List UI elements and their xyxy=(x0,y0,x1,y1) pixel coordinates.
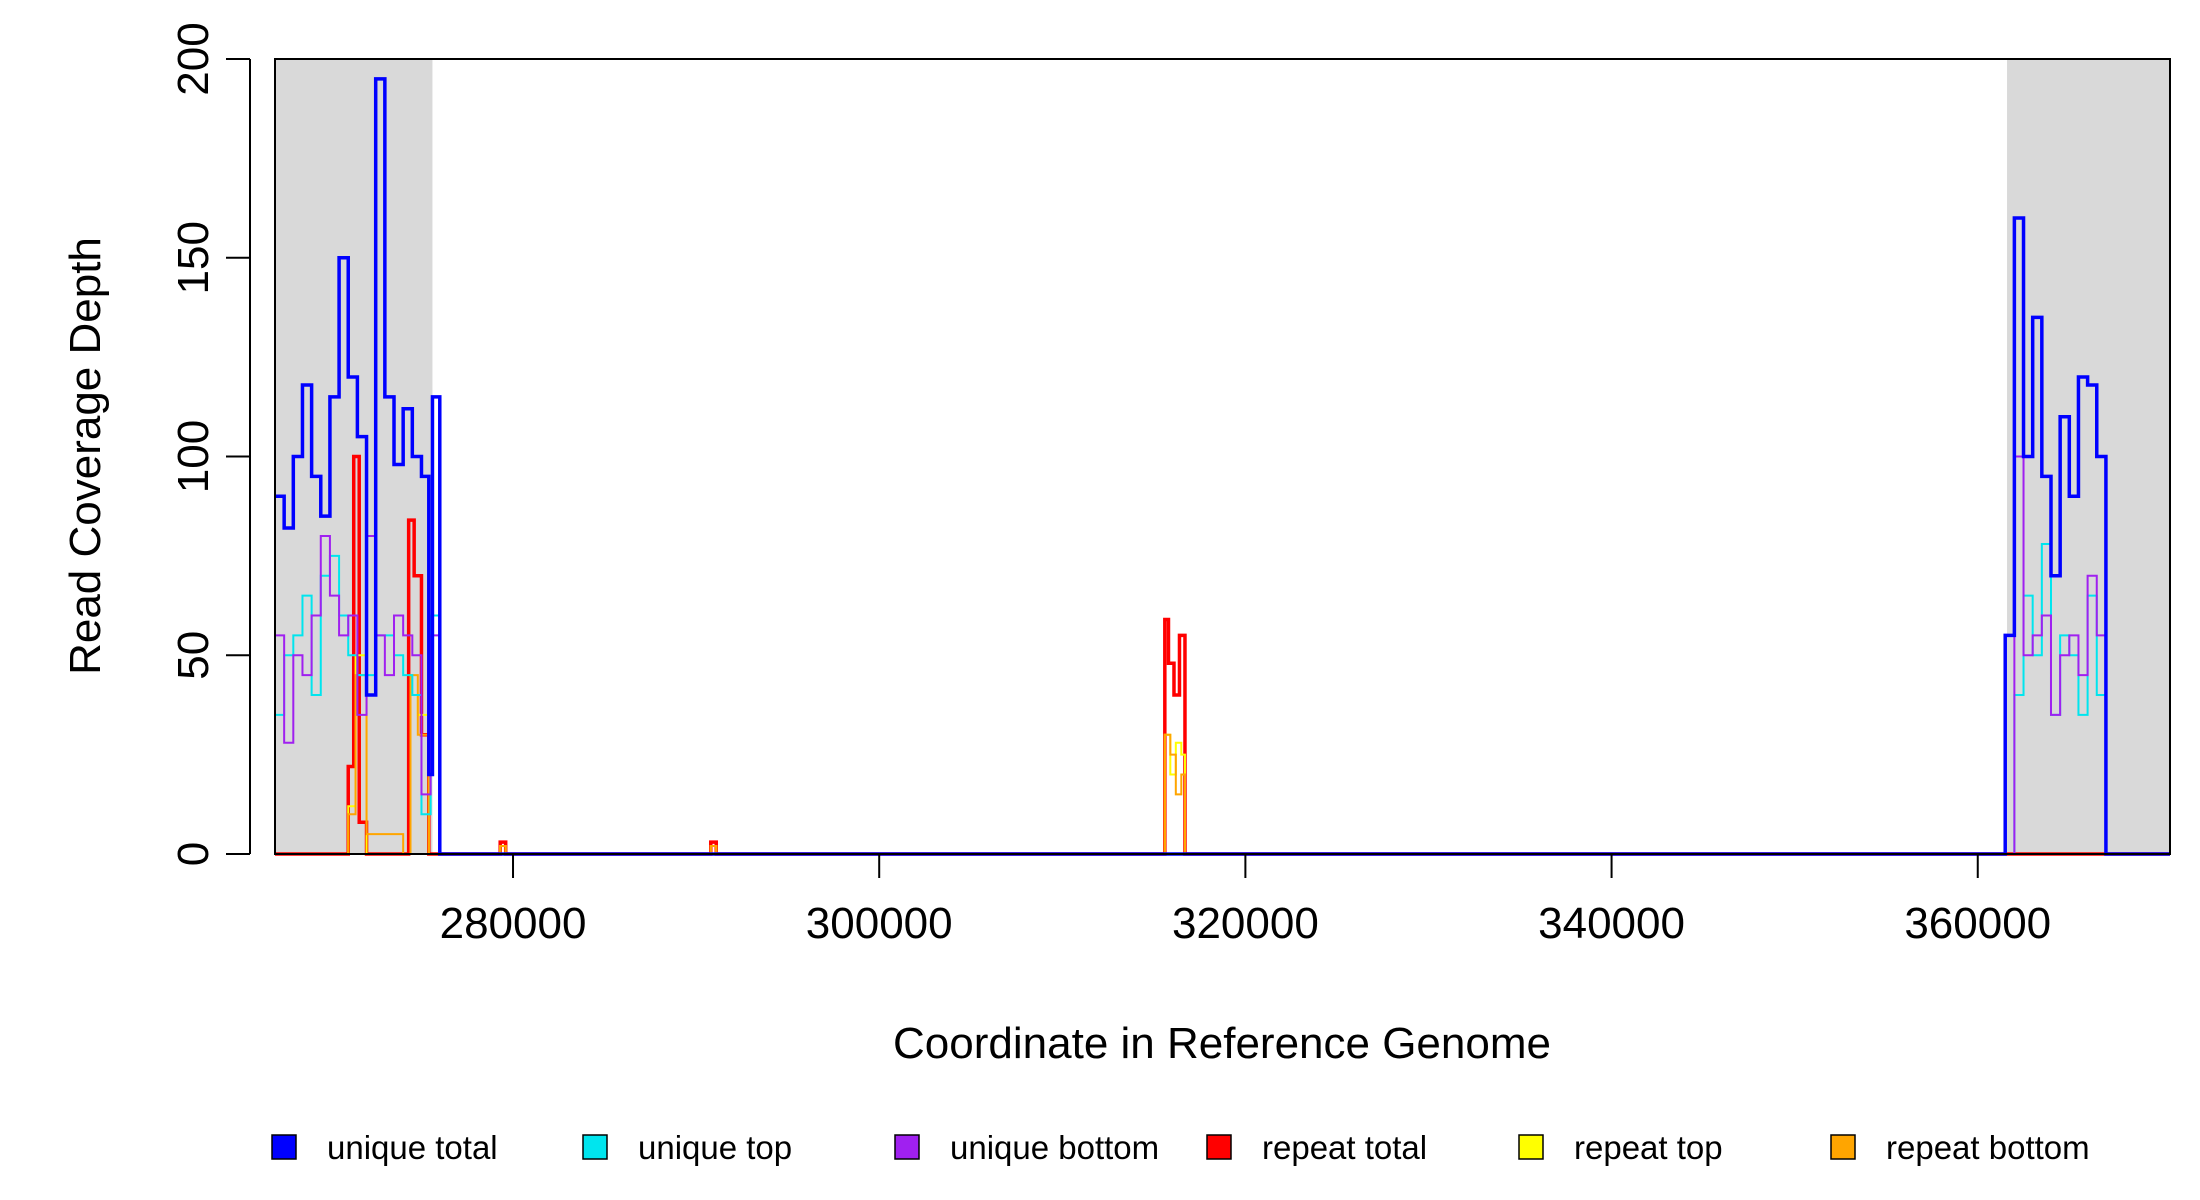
legend-item-repeat-total: repeat total xyxy=(1206,1129,1427,1166)
y-tick-label: 150 xyxy=(169,221,218,294)
legend: unique total unique top unique bottom repea… xyxy=(271,1129,2090,1166)
plot-frame xyxy=(274,58,2171,855)
legend-label: unique top xyxy=(638,1129,792,1166)
series-lines xyxy=(275,77,2170,856)
y-tick-label: 100 xyxy=(169,420,218,493)
legend-swatch xyxy=(1518,1134,1544,1160)
legend-item-repeat-bottom: repeat bottom xyxy=(1830,1129,2090,1166)
x-axis-title: Coordinate in Reference Genome xyxy=(893,1019,1551,1068)
y-tick-label: 0 xyxy=(169,842,218,866)
y-axis-title: Read Coverage Depth xyxy=(61,237,110,675)
x-tick-label: 340000 xyxy=(1538,899,1685,948)
series-line-repeat-top xyxy=(275,654,2170,855)
legend-item-unique-total: unique total xyxy=(271,1129,498,1166)
legend-swatch xyxy=(1830,1134,1856,1160)
series-line-repeat-total xyxy=(275,454,2170,856)
y-axis: 0 50 100 150 200 xyxy=(169,22,251,866)
legend-swatch xyxy=(582,1134,608,1160)
legend-item-repeat-top: repeat top xyxy=(1518,1129,1723,1166)
x-tick-label: 280000 xyxy=(440,899,587,948)
y-tick-label: 200 xyxy=(169,22,218,95)
x-tick-label: 360000 xyxy=(1904,899,2051,948)
legend-swatch xyxy=(271,1134,297,1160)
legend-label: repeat bottom xyxy=(1886,1129,2090,1166)
x-axis: 280000 300000 320000 340000 360000 xyxy=(440,854,2051,948)
legend-swatch xyxy=(1206,1134,1232,1160)
y-tick-label: 50 xyxy=(169,631,218,680)
legend-label: repeat top xyxy=(1574,1129,1723,1166)
legend-swatch xyxy=(894,1134,920,1160)
series-line-unique-total xyxy=(275,77,2170,856)
legend-label: unique total xyxy=(327,1129,498,1166)
legend-label: unique bottom xyxy=(950,1129,1159,1166)
series-line-unique-top xyxy=(275,542,2170,855)
series-line-unique-bottom xyxy=(275,455,2170,855)
legend-item-unique-bottom: unique bottom xyxy=(894,1129,1159,1166)
legend-label: repeat total xyxy=(1262,1129,1427,1166)
x-tick-label: 320000 xyxy=(1172,899,1319,948)
series-line-repeat-bottom xyxy=(275,674,2170,855)
shaded-regions xyxy=(275,59,2170,854)
legend-item-unique-top: unique top xyxy=(582,1129,792,1166)
x-tick-label: 300000 xyxy=(806,899,953,948)
